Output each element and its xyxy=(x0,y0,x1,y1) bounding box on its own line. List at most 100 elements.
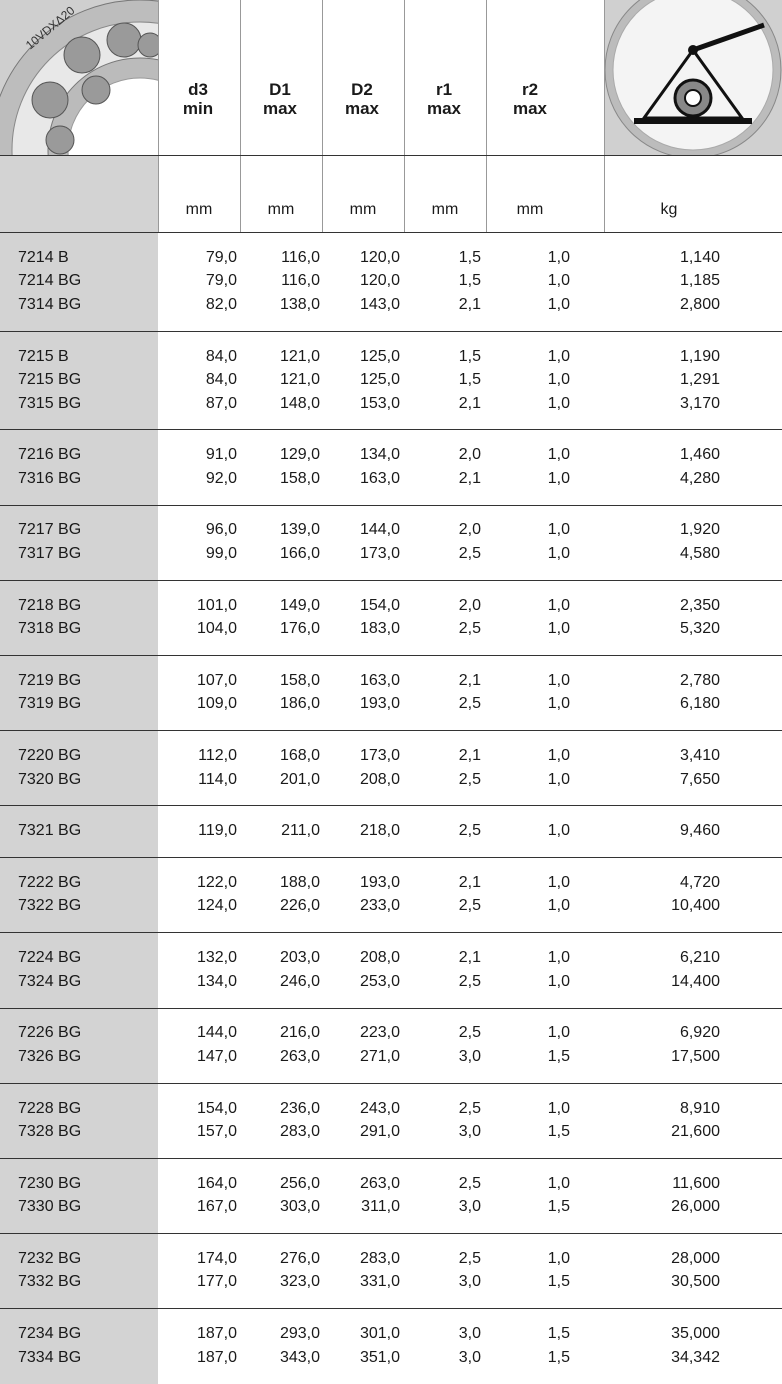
designation: 7332 BG xyxy=(18,1272,81,1292)
cell-value: 188,0 xyxy=(240,873,320,893)
cell-value: 157,0 xyxy=(157,1122,237,1142)
cell-value: 2,5 xyxy=(401,896,481,916)
cell-value: 201,0 xyxy=(240,770,320,790)
cell-value: 343,0 xyxy=(240,1348,320,1368)
cell-value: 96,0 xyxy=(157,520,237,540)
cell-value: 107,0 xyxy=(157,671,237,691)
group-rule xyxy=(0,1083,782,1084)
cell-value: 139,0 xyxy=(240,520,320,540)
cell-value: 30,500 xyxy=(640,1272,720,1292)
cell-value: 6,920 xyxy=(640,1023,720,1043)
cell-value: 2,5 xyxy=(401,544,481,564)
group-rule xyxy=(0,730,782,731)
designation: 7215 BG xyxy=(18,370,81,390)
cell-value: 125,0 xyxy=(320,370,400,390)
unit-label: kg xyxy=(629,200,709,220)
cell-value: 2,5 xyxy=(401,821,481,841)
cell-value: 1,0 xyxy=(490,873,570,893)
cell-value: 87,0 xyxy=(157,394,237,414)
cell-value: 6,180 xyxy=(640,694,720,714)
column-header: min xyxy=(158,99,238,118)
cell-value: 1,0 xyxy=(490,370,570,390)
cell-value: 187,0 xyxy=(157,1348,237,1368)
cell-value: 124,0 xyxy=(157,896,237,916)
cell-value: 6,210 xyxy=(640,948,720,968)
column-header: max xyxy=(490,99,570,118)
cell-value: 1,0 xyxy=(490,746,570,766)
cell-value: 5,320 xyxy=(640,619,720,639)
cell-value: 2,5 xyxy=(401,770,481,790)
designation: 7230 BG xyxy=(18,1174,81,1194)
cell-value: 158,0 xyxy=(240,469,320,489)
group-rule xyxy=(0,1008,782,1009)
cell-value: 1,0 xyxy=(490,271,570,291)
cell-value: 92,0 xyxy=(157,469,237,489)
cell-value: 2,5 xyxy=(401,1023,481,1043)
cell-value: 1,920 xyxy=(640,520,720,540)
cell-value: 1,5 xyxy=(490,1197,570,1217)
cell-value: 216,0 xyxy=(240,1023,320,1043)
cell-value: 2,800 xyxy=(640,295,720,315)
bearing-image: 10VDXΔ20 xyxy=(0,0,158,155)
column-header: max xyxy=(322,99,402,118)
designation: 7216 BG xyxy=(18,445,81,465)
cell-value: 3,0 xyxy=(401,1348,481,1368)
cell-value: 2,5 xyxy=(401,1249,481,1269)
column-header: max xyxy=(404,99,484,118)
cell-value: 1,185 xyxy=(640,271,720,291)
cell-value: 203,0 xyxy=(240,948,320,968)
cell-value: 168,0 xyxy=(240,746,320,766)
cell-value: 1,0 xyxy=(490,544,570,564)
cell-value: 1,5 xyxy=(490,1047,570,1067)
cell-value: 3,0 xyxy=(401,1122,481,1142)
designation: 7217 BG xyxy=(18,520,81,540)
designation: 7315 BG xyxy=(18,394,81,414)
cell-value: 35,000 xyxy=(640,1324,720,1344)
cell-value: 256,0 xyxy=(240,1174,320,1194)
designation: 7318 BG xyxy=(18,619,81,639)
cell-value: 1,0 xyxy=(490,671,570,691)
designation: 7220 BG xyxy=(18,746,81,766)
cell-value: 4,280 xyxy=(640,469,720,489)
cell-value: 116,0 xyxy=(240,271,320,291)
cell-value: 223,0 xyxy=(320,1023,400,1043)
group-rule xyxy=(0,1308,782,1309)
cell-value: 121,0 xyxy=(240,347,320,367)
cell-value: 2,350 xyxy=(640,596,720,616)
cell-value: 1,0 xyxy=(490,694,570,714)
cell-value: 9,460 xyxy=(640,821,720,841)
cell-value: 1,0 xyxy=(490,469,570,489)
cell-value: 1,5 xyxy=(490,1122,570,1142)
designation: 7334 BG xyxy=(18,1348,81,1368)
cell-value: 1,0 xyxy=(490,1099,570,1119)
cell-value: 1,5 xyxy=(401,271,481,291)
column-header: D1 xyxy=(240,80,320,99)
designation: 7317 BG xyxy=(18,544,81,564)
cell-value: 1,5 xyxy=(490,1272,570,1292)
group-rule xyxy=(0,1233,782,1234)
cell-value: 104,0 xyxy=(157,619,237,639)
column-header: d3 xyxy=(158,80,238,99)
cell-value: 1,5 xyxy=(401,370,481,390)
cell-value: 303,0 xyxy=(240,1197,320,1217)
cell-value: 153,0 xyxy=(320,394,400,414)
column-header: r1 xyxy=(404,80,484,99)
cell-value: 2,1 xyxy=(401,873,481,893)
cell-value: 177,0 xyxy=(157,1272,237,1292)
cell-value: 3,0 xyxy=(401,1047,481,1067)
designation: 7224 BG xyxy=(18,948,81,968)
cell-value: 1,0 xyxy=(490,896,570,916)
cell-value: 1,0 xyxy=(490,347,570,367)
cell-value: 243,0 xyxy=(320,1099,400,1119)
group-rule xyxy=(0,805,782,806)
cell-value: 147,0 xyxy=(157,1047,237,1067)
cell-value: 1,140 xyxy=(640,248,720,268)
cell-value: 1,0 xyxy=(490,295,570,315)
group-rule xyxy=(0,505,782,506)
designation: 7214 B xyxy=(18,248,69,268)
cell-value: 1,0 xyxy=(490,445,570,465)
cell-value: 138,0 xyxy=(240,295,320,315)
cell-value: 167,0 xyxy=(157,1197,237,1217)
cell-value: 11,600 xyxy=(640,1174,720,1194)
cell-value: 34,342 xyxy=(640,1348,720,1368)
